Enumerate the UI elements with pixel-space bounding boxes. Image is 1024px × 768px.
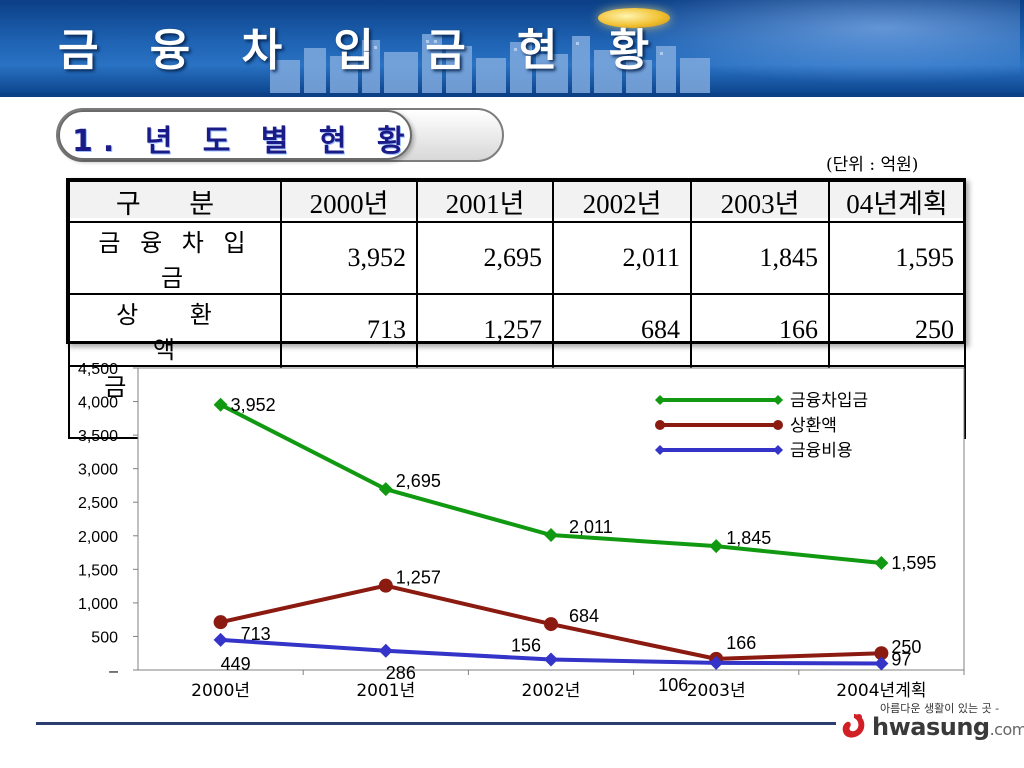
legend-marker (773, 445, 783, 455)
data-label: 106 (658, 675, 688, 695)
legend-marker (773, 420, 783, 430)
y-tick-label: 500 (91, 629, 118, 646)
legend-label: 금융비용 (790, 441, 853, 461)
legend-marker (773, 395, 783, 405)
legend-marker (655, 395, 665, 405)
unit-label: (단위 : 억원) (826, 155, 919, 175)
data-point (378, 482, 393, 497)
y-tick-label: 1,500 (78, 562, 118, 579)
x-tick-label: 2001년 (356, 681, 415, 701)
data-point (544, 617, 558, 632)
table-cell: 1,595 (828, 221, 966, 295)
table-header-cell: 구 분 (68, 180, 282, 223)
legend-label: 금융차입금 (790, 391, 868, 411)
legend-marker (655, 445, 665, 455)
footer-tagline: 아름다운 생활이 있는 곳 - (880, 702, 1000, 715)
y-tick-label: 4,500 (78, 361, 118, 378)
data-point (874, 646, 889, 661)
y-tick-label: 3,500 (78, 428, 118, 445)
data-point (378, 643, 393, 658)
row-label: 금 융 차 입 금 (68, 221, 282, 295)
table-cell: 250 (828, 293, 966, 367)
data-label: 286 (386, 663, 416, 683)
data-label: 1,845 (726, 528, 771, 548)
table-header-cell: 04년계획 (828, 180, 966, 223)
table-cell: 1,845 (690, 221, 830, 295)
table-row: 상 환 액 713 1,257 684 166 250 (68, 293, 966, 367)
legend-label: 상환액 (790, 416, 837, 436)
x-tick-label: 2002년 (522, 681, 581, 701)
header-banner: 금 융 차 입 금 현 황 (0, 0, 1024, 93)
x-tick-label: 2000년 (191, 681, 250, 701)
line-chart: – 500 1,000 1,500 2,000 2,500 3,000 3,500 4,000 4… (78, 361, 965, 701)
section-tab-inner (58, 110, 412, 160)
city-skyline-image (270, 34, 710, 93)
data-point (709, 539, 724, 554)
y-tick-label: 4,000 (78, 395, 118, 412)
section-title: 1. 년 도 별 현 황 (72, 124, 415, 159)
header-rule (0, 93, 1024, 97)
hwasung-logo: hwasung.com (872, 713, 1024, 741)
table-cell: 2,011 (552, 221, 692, 295)
y-tick-label: – (109, 663, 118, 680)
data-point (213, 615, 228, 630)
x-tick-label: 2003년 (687, 681, 746, 701)
y-tick-label: 3,000 (78, 462, 118, 479)
brand-suffix: .com (989, 720, 1024, 739)
data-point (709, 655, 724, 670)
data-point (378, 578, 393, 593)
data-label: 2,011 (569, 517, 613, 537)
data-label: 156 (511, 636, 541, 656)
legend-marker (655, 420, 665, 430)
table-header-cell: 2002년 (552, 180, 692, 223)
data-point (213, 632, 228, 647)
footer-rule (36, 722, 836, 725)
data-point (544, 652, 558, 667)
table-header-row: 구 분 2000년 2001년 2002년 2003년 04년계획 (68, 180, 966, 223)
table-header-cell: 2000년 (280, 180, 418, 223)
y-tick-label: 1,000 (78, 596, 118, 613)
data-label: 1,595 (891, 553, 936, 573)
data-label: 684 (569, 606, 599, 626)
table-cell: 166 (690, 293, 830, 367)
data-label: 97 (891, 649, 911, 669)
table-cell: 3,952 (280, 221, 418, 295)
table-header-cell: 2003년 (690, 180, 830, 223)
data-point (213, 397, 228, 412)
data-label: 713 (241, 624, 271, 644)
table-cell: 1,257 (416, 293, 554, 367)
data-label: 250 (891, 637, 921, 657)
table-header-cell: 2001년 (416, 180, 554, 223)
slide-title: 금 융 차 입 금 현 황 (58, 25, 668, 76)
data-point (874, 555, 889, 570)
y-tick-label: 2,500 (78, 495, 118, 512)
table-cell: 684 (552, 293, 692, 367)
hwasung-logo-icon (842, 714, 865, 738)
brand-name: hwasung (872, 713, 990, 741)
data-point (544, 528, 558, 543)
y-tick-label: 2,000 (78, 529, 118, 546)
row-label: 상 환 액 (68, 293, 282, 367)
data-label: 166 (726, 633, 756, 653)
table-cell: 713 (280, 293, 418, 367)
data-label: 2,695 (396, 471, 441, 491)
table-row: 금 융 차 입 금 3,952 2,695 2,011 1,845 1,595 (68, 221, 966, 295)
data-label: 449 (221, 654, 251, 674)
data-label: 3,952 (231, 395, 276, 415)
data-label: 1,257 (396, 568, 441, 588)
table-cell: 2,695 (416, 221, 554, 295)
data-point (874, 656, 889, 671)
x-tick-label: 2004년계획 (836, 681, 926, 701)
planet-icon (598, 8, 670, 28)
